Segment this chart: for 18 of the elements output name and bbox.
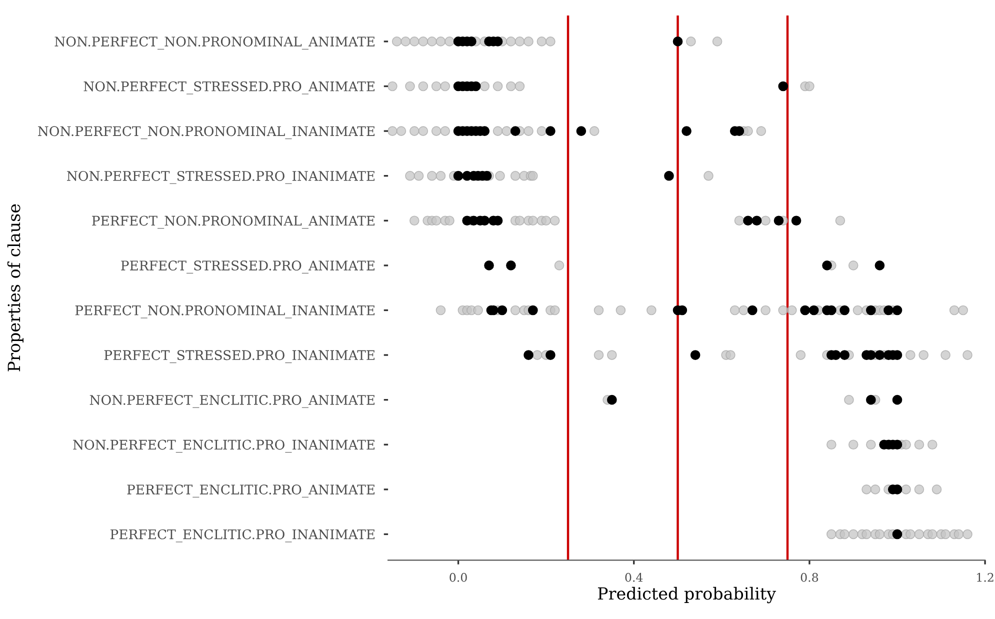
y-axis-title: Properties of clause xyxy=(7,204,24,372)
x-tick-label: 0.0 xyxy=(450,572,467,582)
x-tick-label: 0.8 xyxy=(800,572,818,582)
y-tick-label: NON.PERFECT_ENCLITIC.PRO_ANIMATE xyxy=(90,394,374,408)
y-tick-label: NON.PERFECT_STRESSED.PRO_ANIMATE xyxy=(84,81,374,94)
y-tick-label: PERFECT_STRESSED.PRO_INANIMATE xyxy=(104,350,374,364)
y-tick-label: PERFECT_STRESSED.PRO_ANIMATE xyxy=(121,260,374,274)
y-tick-label: PERFECT_ENCLITIC.PRO_INANIMATE xyxy=(110,529,374,542)
y-tick-label: NON.PERFECT_STRESSED.PRO_INANIMATE xyxy=(67,170,374,184)
x-tick-label: 0.4 xyxy=(625,572,643,582)
y-tick-label: PERFECT_NON.PRONOMINAL_ANIMATE xyxy=(92,216,374,229)
x-tick-label: 1.2 xyxy=(977,572,994,582)
y-tick-label: NON.PERFECT_NON.PRONOMINAL_INANIMATE xyxy=(38,126,374,140)
y-tick-label: PERFECT_ENCLITIC.PRO_ANIMATE xyxy=(127,484,374,498)
y-tick-label: NON.PERFECT_NON.PRONOMINAL_ANIMATE xyxy=(54,36,374,50)
y-tick-label: NON.PERFECT_ENCLITIC.PRO_INANIMATE xyxy=(73,440,374,453)
y-tick-label: PERFECT_NON.PRONOMINAL_INANIMATE xyxy=(75,305,374,318)
x-axis-title: Predicted probability xyxy=(598,586,776,604)
